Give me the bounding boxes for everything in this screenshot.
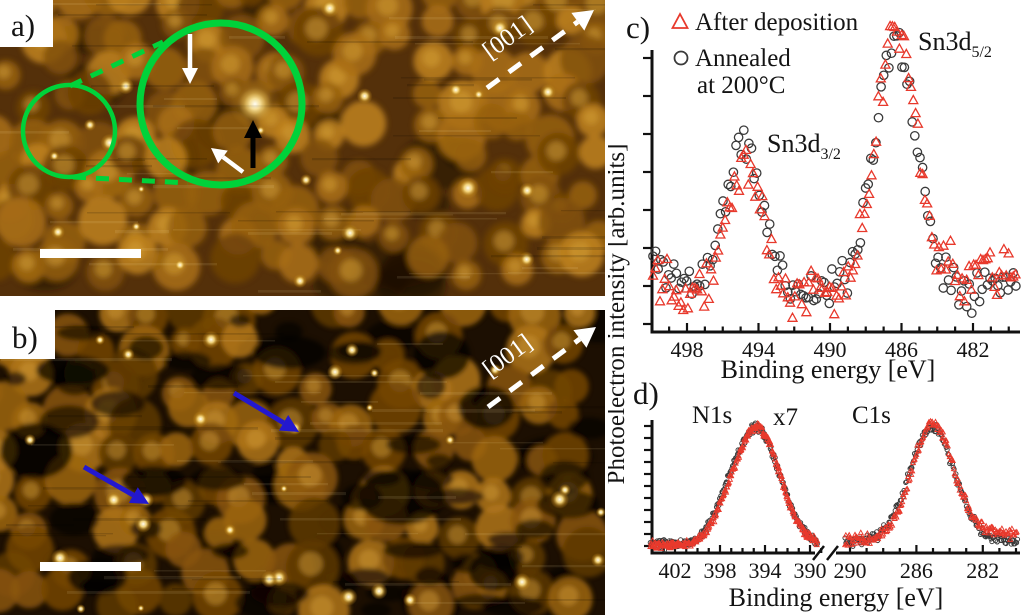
scale-bar [40, 249, 141, 258]
blue-arrow-upper [232, 390, 285, 425]
d-x-axis-label: Binding energy [eV] [729, 583, 944, 612]
blue-arrow-upper-head [278, 415, 299, 432]
axis-break-slash-2 [826, 545, 839, 561]
black-up-arrow-head [244, 120, 262, 138]
peak-label-n1s: N1s [692, 402, 732, 429]
direction-arrow-001-head [571, 10, 594, 31]
c-x-tick-label: 494 [742, 337, 775, 362]
d-x-tick-label: 394 [749, 558, 782, 583]
c-x-tick-label: 486 [885, 337, 918, 362]
panel-d-label: d) [633, 376, 659, 411]
stm-texture [0, 310, 605, 615]
panel-c-label: c) [626, 10, 650, 45]
stm-image-panel-a: [001]a) [0, 0, 605, 296]
zoom-connector-bottom [72, 174, 189, 186]
direction-arrow-001 [486, 336, 582, 410]
peak-label-sn3d32: Sn3d3/2 [767, 129, 841, 163]
blue-arrow-lower-head [128, 487, 149, 504]
series-after-deposition [647, 20, 1022, 322]
d-x-tick-label: 398 [704, 558, 737, 583]
zoom-source-circle [20, 82, 118, 180]
c-x-axis-label: Binding energy [eV] [721, 355, 936, 384]
y-axis-label: Photoelectron intensity [arb.units] [608, 144, 630, 485]
d-x-tick-label: 290 [834, 558, 867, 583]
legend-annealed-line2: at 200°C [697, 72, 785, 99]
xps-spectra-panels: Photoelectron intensity [arb.units]498 49… [608, 9, 1022, 612]
peak-label-sn3d52: Sn3d5/2 [918, 27, 992, 61]
legend-annealed-line1: Annealed [695, 45, 791, 72]
series-after-deposition [841, 417, 1020, 548]
stm-image-panel-b: [001]b) [0, 310, 605, 615]
blue-arrow-lower [82, 464, 135, 498]
d-x-tick-label: 286 [900, 558, 933, 583]
white-down-arrow-head [182, 68, 198, 84]
legend-circle-marker [673, 50, 689, 66]
bright-adsorbate-glow [229, 78, 281, 130]
panel-a-label: a) [11, 8, 35, 43]
panel-b-label: b) [12, 320, 38, 355]
peak-label-c1s: C1s [852, 402, 891, 429]
white-diagonal-arrow [221, 155, 245, 174]
c-x-tick-label: 498 [671, 337, 704, 362]
direction-arrow-001-head [573, 327, 596, 348]
xps-panel-c: 498 494 490 486 482 Binding energy [eV] c) Afte… [626, 9, 1022, 384]
c-x-tick-label: 482 [957, 337, 990, 362]
xps-panel-d: d) 402 398 394 390 290 286 282 Binding energy [e… [633, 376, 1021, 612]
scale-bar [40, 562, 141, 571]
zoom-connector-top [68, 39, 165, 89]
series-after-deposition [647, 419, 821, 551]
scale-note-x7: x7 [773, 404, 798, 431]
scan-streaks-light [0, 3, 605, 293]
direction-arrow-001 [485, 19, 580, 91]
legend-after-deposition: After deposition [695, 9, 859, 36]
legend-triangle-marker [670, 12, 690, 29]
d-x-tick-label: 402 [659, 558, 692, 583]
d-x-tick-label: 390 [794, 558, 827, 583]
panel-label-box [0, 0, 53, 47]
c-x-tick-label: 490 [814, 337, 847, 362]
scan-streaks-light [1, 340, 605, 604]
white-diagonal-arrow-head [211, 148, 228, 164]
d-x-tick-label: 282 [966, 558, 999, 583]
zoom-target-circle [136, 19, 306, 189]
panel-label-box [0, 310, 55, 359]
series-annealed [647, 420, 820, 553]
